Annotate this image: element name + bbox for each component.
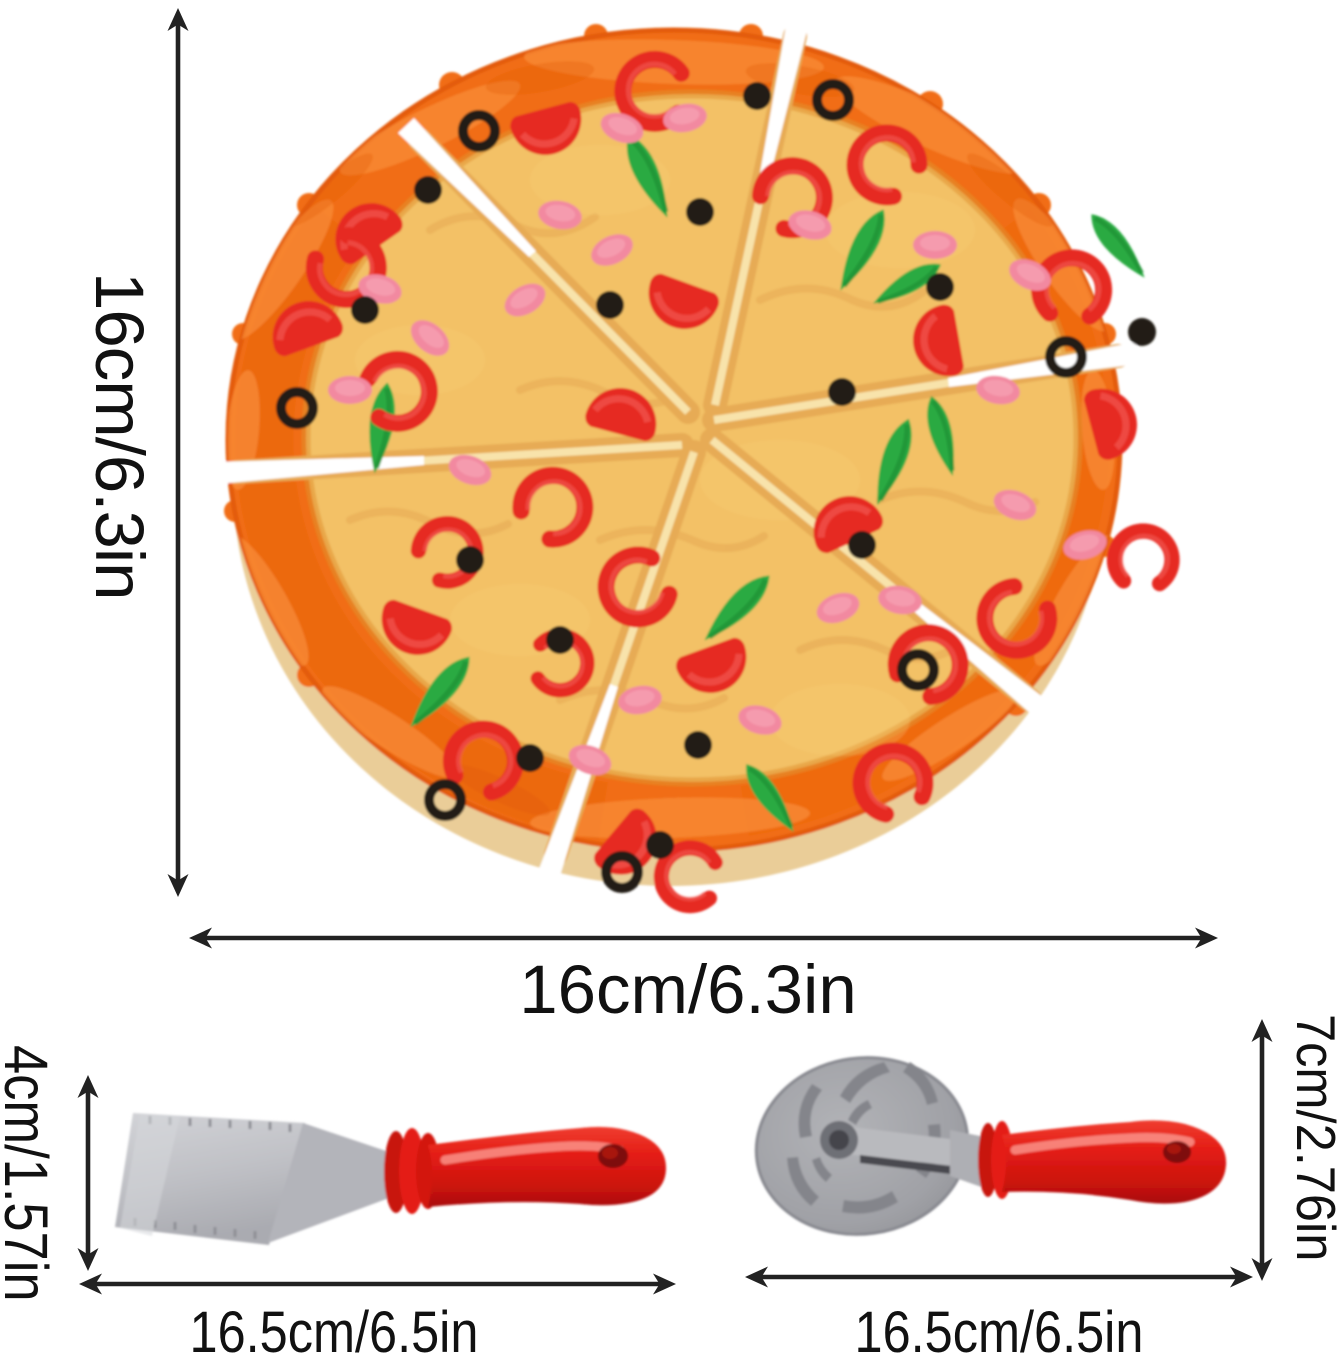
svg-text:7cm/2.76in: 7cm/2.76in <box>1285 1014 1341 1261</box>
svg-text:16.5cm/6.5in: 16.5cm/6.5in <box>855 1300 1144 1357</box>
svg-text:16cm/6.3in: 16cm/6.3in <box>81 272 158 600</box>
svg-text:4cm/1.57in: 4cm/1.57in <box>0 1045 60 1302</box>
svg-text:16.5cm/6.5in: 16.5cm/6.5in <box>190 1300 479 1357</box>
svg-text:16cm/6.3in: 16cm/6.3in <box>519 951 857 1028</box>
